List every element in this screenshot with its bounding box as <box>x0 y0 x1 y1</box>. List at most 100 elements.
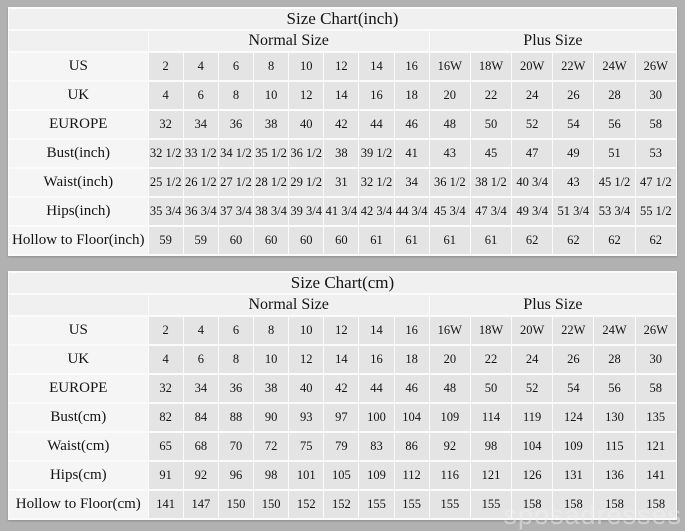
size-cell: 131 <box>553 462 594 489</box>
size-cell: 24 <box>512 346 553 373</box>
size-cell: 39 1/2 <box>359 140 394 167</box>
table-row: Hollow to Floor(inch) 59 59 60 60 60 60 61 61 61 6… <box>9 227 676 254</box>
size-cell: 124 <box>553 404 594 431</box>
row-label: UK <box>9 346 148 373</box>
size-cell: 155 <box>359 491 394 518</box>
size-chart-table-inch: Size Chart(inch) Normal Size Plus Size US 2 4… <box>8 7 677 256</box>
size-cell: 155 <box>394 491 429 518</box>
size-cell: 10 <box>254 82 289 109</box>
table-row: Hips(inch) 35 3/4 36 3/4 37 3/4 38 3/4 39 3/4… <box>9 198 676 225</box>
size-cell: 16W <box>429 53 470 80</box>
size-cell: 68 <box>183 433 218 460</box>
size-cell: 26 <box>553 346 594 373</box>
size-cell: 53 <box>635 140 676 167</box>
table-row: Bust(cm) 82 84 88 90 93 97 100 104 109 114 119 124 13… <box>9 404 676 431</box>
size-cell: 104 <box>512 433 553 460</box>
table-title: Size Chart(cm) <box>9 273 676 293</box>
size-cell: 34 <box>394 169 429 196</box>
row-label: Hollow to Floor(cm) <box>9 491 148 518</box>
size-cell: 75 <box>289 433 324 460</box>
size-cell: 58 <box>635 375 676 402</box>
size-cell: 45 3/4 <box>429 198 470 225</box>
size-cell: 79 <box>324 433 359 460</box>
size-cell: 18W <box>470 317 512 344</box>
size-cell: 44 <box>359 375 394 402</box>
size-cell: 44 <box>359 111 394 138</box>
size-cell: 61 <box>394 227 429 254</box>
table-title-row: Size Chart(inch) <box>9 9 676 29</box>
size-cell: 41 <box>394 140 429 167</box>
size-cell: 18W <box>470 53 512 80</box>
group-header-row: Normal Size Plus Size <box>9 295 676 315</box>
size-cell: 20 <box>429 82 470 109</box>
size-cell: 115 <box>594 433 635 460</box>
size-cell: 158 <box>594 491 635 518</box>
size-cell: 109 <box>553 433 594 460</box>
size-cell: 126 <box>512 462 553 489</box>
size-cell: 54 <box>553 375 594 402</box>
size-cell: 52 <box>512 111 553 138</box>
size-cell: 14 <box>359 317 394 344</box>
size-cell: 12 <box>289 82 324 109</box>
size-cell: 58 <box>635 111 676 138</box>
size-cell: 37 3/4 <box>218 198 254 225</box>
size-cell: 22 <box>470 346 512 373</box>
size-cell: 40 3/4 <box>512 169 553 196</box>
size-cell: 147 <box>183 491 218 518</box>
size-cell: 47 <box>512 140 553 167</box>
size-cell: 100 <box>359 404 394 431</box>
size-cell: 88 <box>218 404 254 431</box>
size-cell: 32 <box>148 375 183 402</box>
size-cell: 27 1/2 <box>218 169 254 196</box>
size-cell: 62 <box>553 227 594 254</box>
size-cell: 51 3/4 <box>553 198 594 225</box>
row-label: Hollow to Floor(inch) <box>9 227 148 254</box>
size-cell: 34 1/2 <box>218 140 254 167</box>
size-cell: 121 <box>635 433 676 460</box>
size-cell: 32 <box>148 111 183 138</box>
size-cell: 32 1/2 <box>359 169 394 196</box>
size-cell: 135 <box>635 404 676 431</box>
row-label: Bust(cm) <box>9 404 148 431</box>
size-cell: 16 <box>359 82 394 109</box>
size-cell: 112 <box>394 462 429 489</box>
size-cell: 28 1/2 <box>254 169 289 196</box>
size-cell: 30 <box>635 346 676 373</box>
size-cell: 91 <box>148 462 183 489</box>
size-cell: 38 <box>254 111 289 138</box>
size-cell: 26 1/2 <box>183 169 218 196</box>
size-cell: 48 <box>429 375 470 402</box>
size-cell: 53 3/4 <box>594 198 635 225</box>
table-row: Hips(cm) 91 92 96 98 101 105 109 112 116 121 126 131… <box>9 462 676 489</box>
size-cell: 86 <box>394 433 429 460</box>
size-cell: 114 <box>470 404 512 431</box>
row-label: EUROPE <box>9 111 148 138</box>
size-cell: 18 <box>394 346 429 373</box>
size-cell: 6 <box>183 82 218 109</box>
size-cell: 119 <box>512 404 553 431</box>
size-cell: 39 3/4 <box>289 198 324 225</box>
size-cell: 22W <box>553 317 594 344</box>
size-cell: 54 <box>553 111 594 138</box>
size-cell: 48 <box>429 111 470 138</box>
size-cell: 42 3/4 <box>359 198 394 225</box>
table-title-row: Size Chart(cm) <box>9 273 676 293</box>
row-label: Hips(cm) <box>9 462 148 489</box>
size-chart-table-cm: Size Chart(cm) Normal Size Plus Size US 2 4 6 8… <box>8 271 677 520</box>
size-cell: 35 1/2 <box>254 140 289 167</box>
size-cell: 50 <box>470 111 512 138</box>
size-cell: 38 1/2 <box>470 169 512 196</box>
size-cell: 62 <box>594 227 635 254</box>
size-cell: 92 <box>429 433 470 460</box>
size-cell: 8 <box>218 82 254 109</box>
size-cell: 60 <box>218 227 254 254</box>
size-cell: 2 <box>148 53 183 80</box>
size-cell: 40 <box>289 111 324 138</box>
size-cell: 158 <box>512 491 553 518</box>
size-cell: 56 <box>594 111 635 138</box>
size-cell: 141 <box>148 491 183 518</box>
size-cell: 150 <box>254 491 289 518</box>
size-cell: 42 <box>324 111 359 138</box>
size-cell: 158 <box>553 491 594 518</box>
size-cell: 155 <box>470 491 512 518</box>
